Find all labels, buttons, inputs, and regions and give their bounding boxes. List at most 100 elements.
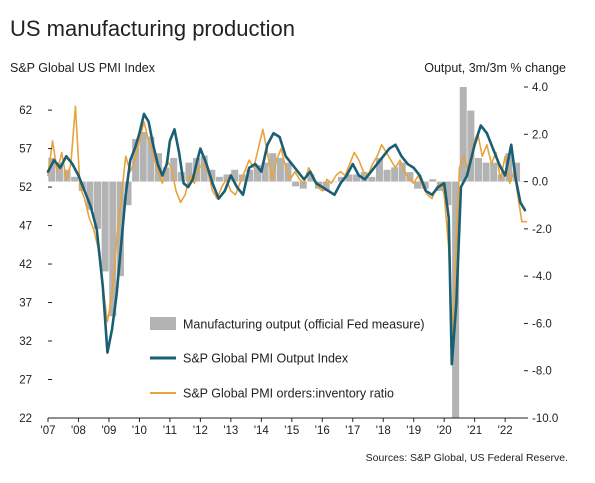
bar <box>467 110 475 182</box>
bar <box>391 167 399 182</box>
left-tick-label: 52 <box>19 182 32 194</box>
bar <box>246 169 254 182</box>
bar <box>337 176 345 182</box>
bar <box>505 153 513 182</box>
bar <box>360 172 368 182</box>
left-tick-label: 42 <box>19 259 32 271</box>
bar <box>368 176 376 182</box>
legend: Manufacturing output (official Fed measu… <box>150 317 425 401</box>
left-axis: 22 27 32 37 42 47 52 57 62 <box>19 105 52 425</box>
right-tick-label: 2.0 <box>532 129 548 141</box>
bar <box>322 181 330 192</box>
bar <box>185 162 193 182</box>
bar <box>55 162 63 182</box>
bar <box>269 153 277 182</box>
bar <box>276 157 284 182</box>
bar <box>299 181 307 189</box>
bar <box>383 169 391 182</box>
bar <box>208 169 216 182</box>
x-tick-label: '13 <box>223 425 238 437</box>
right-tick-label: 4.0 <box>532 82 548 94</box>
bar <box>482 162 490 182</box>
left-tick-label: 37 <box>19 298 32 310</box>
bar <box>353 174 361 182</box>
x-tick-label: '16 <box>315 425 330 437</box>
x-tick-label: '19 <box>406 425 421 437</box>
left-tick-label: 57 <box>19 144 32 156</box>
source-note: Sources: S&P Global, US Federal Reserve. <box>366 452 568 464</box>
left-tick-label: 62 <box>19 105 32 117</box>
right-tick-label: -2.0 <box>532 224 552 236</box>
bar <box>292 181 300 187</box>
bar <box>261 162 269 182</box>
x-tick-label: '07 <box>41 425 56 437</box>
chart-title: US manufacturing production <box>10 16 295 41</box>
bar <box>421 181 429 189</box>
right-tick-label: -6.0 <box>532 318 552 330</box>
legend-label: S&P Global PMI Output Index <box>183 352 349 366</box>
bar <box>474 157 482 182</box>
bar <box>414 181 422 189</box>
bar <box>124 181 132 206</box>
bar <box>231 169 239 182</box>
left-axis-label: S&P Global US PMI Index <box>10 61 156 75</box>
bar <box>490 162 498 182</box>
bar <box>109 181 117 317</box>
right-tick-label: -10.0 <box>532 413 558 425</box>
x-tick-label: '14 <box>254 425 270 437</box>
left-tick-label: 47 <box>19 221 32 233</box>
bar <box>162 167 170 182</box>
bar <box>444 181 452 206</box>
x-tick-label: '15 <box>284 425 299 437</box>
x-tick-label: '21 <box>467 425 482 437</box>
legend-label: S&P Global PMI orders:inventory ratio <box>183 387 394 401</box>
bar <box>254 165 262 182</box>
x-tick-label: '18 <box>376 425 391 437</box>
bar <box>170 157 178 182</box>
bar <box>147 136 155 182</box>
bar <box>71 176 79 182</box>
left-tick-label: 32 <box>19 336 32 348</box>
bar <box>139 131 147 182</box>
x-tick-label: '17 <box>345 425 360 437</box>
legend-label: Manufacturing output (official Fed measu… <box>183 318 425 332</box>
x-tick-label: '09 <box>101 425 116 437</box>
bar <box>513 162 521 182</box>
x-tick-label: '22 <box>498 425 513 437</box>
bar <box>200 155 208 182</box>
x-tick-label: '08 <box>71 425 86 437</box>
bar <box>345 174 353 182</box>
left-tick-label: 22 <box>19 413 32 425</box>
bar <box>406 172 414 182</box>
bar <box>375 157 383 182</box>
bar <box>330 181 338 183</box>
bar <box>94 181 102 229</box>
x-tick-label: '11 <box>163 425 177 437</box>
x-tick-label: '12 <box>193 425 208 437</box>
bar <box>429 179 437 182</box>
x-axis: '07 '08 '09 '10 '11 '12 '13 '14 '15 '16 '17 '18 '19 '… <box>41 417 528 437</box>
right-tick-label: -4.0 <box>532 271 552 283</box>
bar <box>48 157 56 182</box>
bar <box>459 87 467 182</box>
bar <box>86 181 94 210</box>
bar <box>177 172 185 182</box>
x-tick-label: '20 <box>437 425 452 437</box>
right-axis: -10.0 -8.0 -6.0 -4.0 -2.0 0.0 2.0 4.0 <box>524 82 558 425</box>
legend-swatch-bar <box>150 317 176 330</box>
line-series-pmi-output-index <box>46 112 527 366</box>
bar <box>116 181 124 277</box>
right-axis-label: Output, 3m/3m % change <box>424 61 566 75</box>
bar <box>223 174 231 182</box>
plot-layer: 22 27 32 37 42 47 52 57 62 -10.0 -8.0 -6.0 -4.0 -2.0 0… <box>19 82 558 437</box>
bar <box>101 181 109 272</box>
right-tick-label: -8.0 <box>532 366 552 378</box>
bar-series-manufacturing-output <box>48 87 528 418</box>
x-tick-label: '10 <box>132 425 147 437</box>
bar <box>215 176 223 182</box>
bar <box>398 162 406 182</box>
left-tick-label: 27 <box>19 375 32 387</box>
bar <box>307 174 315 182</box>
